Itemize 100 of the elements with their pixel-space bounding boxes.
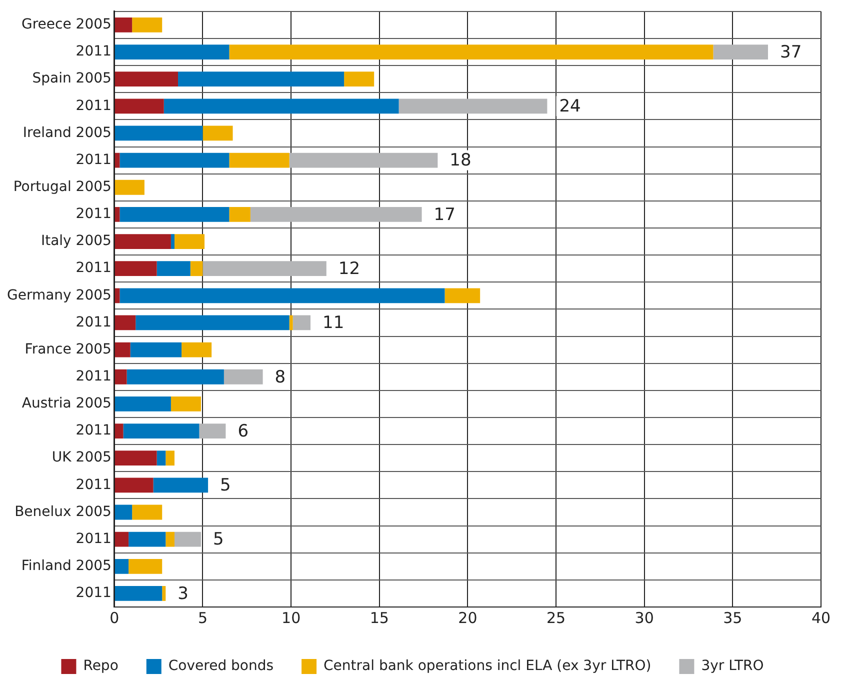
bar: [250, 207, 422, 222]
bar: [114, 369, 127, 384]
y-tick-label: Portugal 2005: [13, 179, 112, 196]
total-label: 37: [780, 42, 802, 62]
y-tick-label: 2011: [76, 422, 112, 439]
y-tick-label: Austria 2005: [22, 396, 112, 412]
bar: [153, 478, 208, 493]
y-tick-label: Italy 2005: [40, 233, 112, 250]
x-tick-label: 5: [198, 608, 208, 627]
bar: [114, 315, 136, 330]
x-tick-label: 15: [370, 608, 389, 627]
bar: [178, 72, 344, 87]
y-tick-label: 2011: [76, 476, 112, 493]
y-tick-label: 2011: [76, 98, 112, 114]
bar: [130, 342, 182, 358]
bar: [182, 342, 212, 358]
bar: [114, 44, 230, 60]
bar: [114, 558, 129, 574]
bar: [114, 72, 178, 87]
bar: [199, 424, 226, 438]
bar: [123, 424, 200, 438]
y-tick-label: 2011: [76, 152, 112, 168]
bar: [170, 234, 174, 249]
bar: [292, 315, 310, 330]
bar: [190, 261, 203, 276]
y-tick-label: Germany 2005: [6, 287, 112, 304]
bar: [114, 288, 120, 304]
total-label: 24: [559, 96, 581, 117]
x-tick-label: 35: [723, 608, 742, 627]
y-tick-label: 2011: [76, 44, 112, 60]
bar: [202, 126, 233, 141]
bar: [156, 450, 166, 466]
bar: [289, 315, 293, 330]
y-tick-label: Greece 2005: [22, 16, 112, 33]
y-tick-label: 2011: [76, 368, 112, 385]
bar: [120, 288, 445, 304]
y-tick-label: 2011: [76, 206, 112, 222]
bar: [120, 207, 230, 222]
bar: [224, 369, 263, 384]
bar: [128, 558, 162, 574]
y-tick-label: 2011: [76, 585, 112, 602]
bar: [174, 532, 201, 547]
bar: [114, 504, 132, 520]
total-label: 5: [220, 476, 231, 496]
bar: [126, 369, 224, 384]
total-label: 3: [178, 584, 188, 604]
bar: [114, 126, 203, 141]
legend-label: Covered bonds: [168, 658, 274, 674]
bar: [229, 207, 250, 222]
y-tick-label: France 2005: [24, 341, 112, 358]
x-tick-label: 30: [634, 608, 654, 627]
bar: [114, 261, 157, 276]
bar: [170, 396, 201, 412]
bar: [114, 207, 120, 222]
bar: [114, 152, 120, 168]
bar: [114, 234, 171, 249]
bar: [289, 152, 438, 168]
total-label: 17: [434, 204, 456, 225]
x-tick-label: 0: [110, 608, 120, 627]
legend-label: 3yr LTRO: [701, 658, 764, 674]
bar: [398, 98, 548, 114]
legend-label: Repo: [83, 658, 118, 674]
bar: [114, 180, 144, 195]
bar: [229, 44, 714, 60]
bar: [128, 532, 166, 547]
total-label: 12: [338, 259, 360, 280]
bar: [114, 532, 129, 547]
legend-label: Central bank operations incl ELA (ex 3yr LTRO): [324, 658, 652, 674]
bar: [156, 261, 190, 276]
y-tick-label: Benelux 2005: [14, 504, 112, 520]
total-label: 18: [450, 150, 472, 171]
y-tick-label: UK 2005: [52, 450, 112, 466]
bar: [344, 72, 374, 87]
y-tick-label: 2011: [76, 260, 112, 276]
bar: [164, 98, 399, 114]
bar: [114, 424, 124, 438]
y-tick-label: 2011: [76, 530, 112, 547]
total-label: 8: [274, 367, 286, 388]
bar: [166, 450, 174, 466]
bar: [120, 152, 230, 168]
bar: [132, 504, 162, 520]
x-tick-label: 20: [458, 608, 478, 627]
x-tick-label: 25: [546, 608, 566, 627]
total-label: 6: [238, 421, 249, 442]
bar: [114, 586, 162, 601]
bar: [162, 586, 166, 601]
x-tick-label: 40: [811, 608, 831, 627]
total-label: 5: [212, 530, 224, 550]
bar: [713, 44, 768, 60]
y-tick-label: Spain 2005: [32, 70, 112, 87]
bar: [114, 478, 154, 493]
y-tick-label: Finland 2005: [21, 558, 112, 574]
bar: [114, 17, 132, 32]
bar: [132, 17, 162, 32]
bar: [136, 315, 290, 330]
bar: [174, 234, 205, 249]
bar: [114, 342, 130, 358]
bar: [114, 98, 164, 114]
total-label: 11: [322, 313, 344, 334]
bar: [114, 396, 171, 412]
